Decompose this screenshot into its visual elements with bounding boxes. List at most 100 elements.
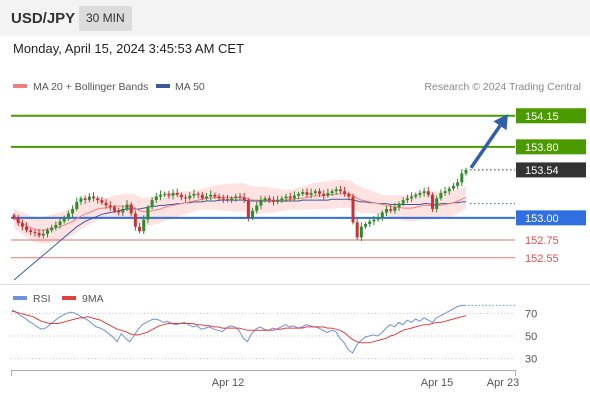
candle [217, 193, 221, 202]
ma20-legend-swatch [13, 84, 27, 88]
candle [309, 188, 313, 199]
candle [259, 195, 263, 210]
candlesticks [12, 167, 468, 242]
candle [447, 186, 451, 195]
time-axis-label: Apr 15 [421, 377, 453, 389]
candle [167, 190, 171, 199]
rsi-legend-swatch [13, 296, 27, 300]
candle [175, 188, 179, 197]
candle [330, 189, 334, 196]
candle [451, 182, 455, 191]
candle [301, 189, 305, 197]
candle [104, 199, 108, 209]
candle [20, 219, 24, 231]
candle [54, 221, 58, 231]
candle [343, 186, 347, 197]
candle [108, 201, 112, 211]
resistance-label-box [516, 139, 586, 155]
pivot-label: 153.00 [525, 213, 559, 225]
candle [96, 196, 100, 204]
candle [255, 201, 259, 214]
time-axis-label: Apr 23 [487, 377, 519, 389]
candle [192, 189, 196, 199]
candle [33, 229, 37, 237]
candle [410, 192, 414, 202]
candle [12, 212, 16, 221]
symbol-title: USD/JPY [11, 10, 76, 27]
header-bar: USD/JPY 30 MIN [0, 0, 590, 36]
candle [154, 192, 158, 204]
candle [355, 218, 359, 241]
rsi-tick-label: 70 [525, 308, 537, 320]
candle [372, 215, 376, 226]
candle [138, 223, 142, 234]
candle [234, 193, 238, 202]
candle [456, 178, 460, 189]
candle [426, 186, 430, 197]
resistance-label: 154.15 [525, 111, 559, 123]
candle [66, 210, 70, 221]
candle [318, 188, 322, 197]
rsi-ma-legend-swatch [62, 296, 76, 300]
candle [313, 189, 317, 196]
candle [179, 192, 183, 201]
current-label-box [516, 162, 586, 178]
candle [347, 191, 351, 201]
candle [213, 192, 217, 199]
candle [45, 228, 49, 238]
candle [50, 224, 54, 233]
candle [384, 206, 388, 217]
candle [405, 194, 409, 204]
candle [133, 210, 137, 231]
candle [16, 214, 20, 227]
candle [158, 190, 162, 201]
candle [117, 207, 121, 216]
target-arrow [469, 124, 502, 169]
candle [71, 205, 75, 218]
target-arrow-head [493, 114, 508, 131]
candle [389, 205, 393, 213]
candle [37, 229, 41, 238]
candle [112, 204, 116, 213]
candle [422, 187, 426, 197]
candle [25, 222, 29, 233]
timeframe-button[interactable]: 30 MIN [79, 6, 132, 31]
candle [284, 193, 288, 202]
candle [29, 228, 33, 235]
pivot-label-box [516, 210, 586, 226]
candle [242, 193, 246, 204]
candle [58, 217, 62, 229]
candle [75, 197, 79, 212]
chart-legend: MA 20 + Bollinger Bands MA 50 Research ©… [13, 81, 581, 93]
time-axis-label: Apr 12 [212, 377, 244, 389]
candle [280, 196, 284, 204]
candle [184, 194, 188, 202]
current-label: 153.54 [525, 165, 559, 177]
candle [380, 210, 384, 221]
rsi-panel: RSI 9MA 70 50 30 Apr 12 Apr 15 Apr 23 [0, 284, 590, 389]
candle [87, 192, 91, 203]
support-label: 152.75 [525, 235, 559, 247]
candle [305, 188, 309, 198]
candle [439, 189, 443, 201]
candle [41, 229, 45, 239]
candle [163, 191, 167, 197]
candle [431, 192, 435, 212]
candle [129, 202, 133, 217]
ma20-legend-label: MA 20 + Bollinger Bands [33, 81, 148, 93]
rsi-grid: 70 50 30 [11, 308, 537, 366]
candle [142, 215, 146, 235]
support-label: 152.55 [525, 253, 559, 265]
rsi-tick-label: 30 [525, 354, 537, 366]
candle [338, 185, 342, 194]
candle [171, 189, 175, 200]
candle [334, 186, 338, 195]
candle [246, 197, 250, 222]
candle [276, 195, 280, 205]
candle [288, 192, 292, 201]
candle [263, 196, 267, 203]
price-levels [11, 114, 515, 259]
candle [92, 192, 96, 202]
ma50-line [13, 198, 466, 281]
candle [297, 191, 301, 200]
